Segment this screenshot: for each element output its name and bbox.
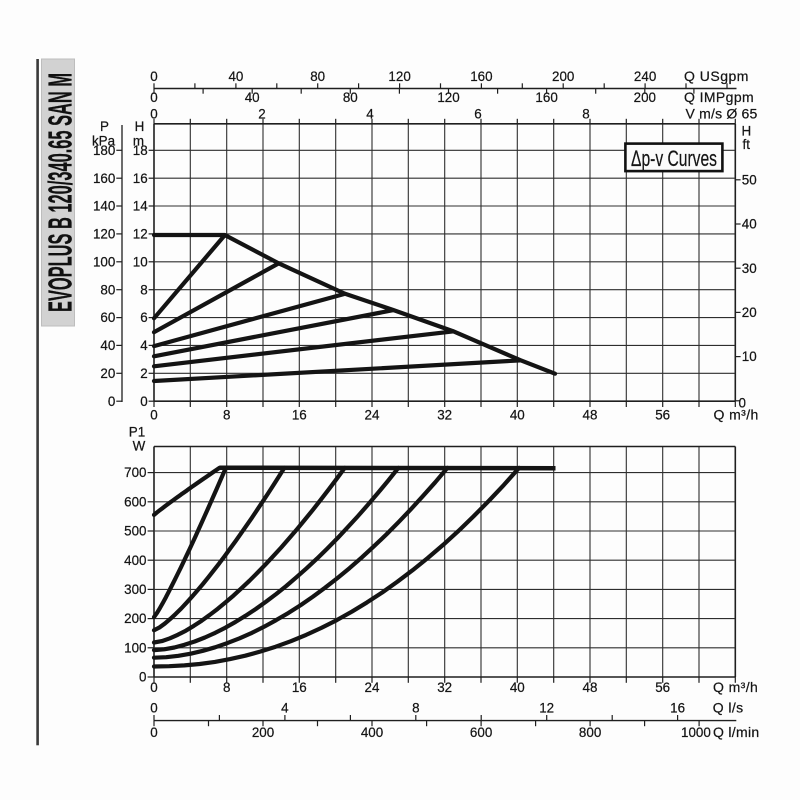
svg-text:0: 0 — [739, 396, 746, 411]
svg-text:8: 8 — [223, 408, 230, 423]
svg-text:16: 16 — [292, 408, 307, 423]
svg-text:700: 700 — [124, 465, 146, 480]
svg-text:200: 200 — [552, 69, 574, 84]
svg-text:400: 400 — [361, 725, 383, 740]
svg-text:0: 0 — [108, 394, 115, 409]
svg-text:80: 80 — [100, 282, 115, 297]
svg-text:180: 180 — [93, 143, 115, 158]
svg-text:0: 0 — [150, 680, 157, 695]
svg-text:160: 160 — [93, 171, 115, 186]
svg-text:P: P — [100, 119, 109, 134]
svg-text:0: 0 — [150, 408, 157, 423]
svg-text:0: 0 — [150, 90, 157, 105]
svg-text:P1: P1 — [129, 425, 145, 440]
svg-text:4: 4 — [281, 701, 289, 716]
svg-text:200: 200 — [634, 90, 656, 105]
svg-text:140: 140 — [93, 199, 115, 214]
svg-text:16: 16 — [133, 171, 148, 186]
svg-text:Q l/min: Q l/min — [713, 724, 759, 740]
svg-text:120: 120 — [388, 69, 410, 84]
svg-text:100: 100 — [124, 640, 146, 655]
svg-text:0: 0 — [150, 701, 157, 716]
svg-text:12: 12 — [539, 701, 554, 716]
svg-text:0: 0 — [139, 670, 146, 685]
svg-text:50: 50 — [742, 172, 757, 187]
svg-text:48: 48 — [583, 408, 598, 423]
svg-text:20: 20 — [100, 366, 115, 381]
svg-text:24: 24 — [365, 680, 380, 695]
svg-text:240: 240 — [634, 69, 656, 84]
svg-text:100: 100 — [93, 254, 115, 269]
svg-text:Q l/s: Q l/s — [713, 700, 744, 716]
svg-text:200: 200 — [252, 725, 274, 740]
svg-text:16: 16 — [670, 701, 685, 716]
svg-text:16: 16 — [292, 680, 307, 695]
svg-text:160: 160 — [535, 90, 557, 105]
svg-text:500: 500 — [124, 524, 146, 539]
svg-text:120: 120 — [437, 90, 459, 105]
svg-text:H: H — [135, 119, 145, 134]
svg-text:4: 4 — [140, 338, 148, 353]
svg-text:160: 160 — [470, 69, 492, 84]
svg-text:120: 120 — [93, 227, 115, 242]
svg-text:Q m³/h: Q m³/h — [713, 679, 758, 695]
svg-text:600: 600 — [124, 494, 146, 509]
svg-text:40: 40 — [510, 408, 525, 423]
svg-text:40: 40 — [510, 680, 525, 695]
svg-text:Q USgpm: Q USgpm — [684, 68, 749, 84]
svg-text:8: 8 — [223, 680, 230, 695]
svg-text:32: 32 — [437, 680, 452, 695]
svg-text:80: 80 — [310, 69, 325, 84]
svg-text:W: W — [133, 439, 146, 454]
svg-text:80: 80 — [343, 90, 358, 105]
svg-text:4: 4 — [366, 107, 374, 122]
svg-text:18: 18 — [133, 143, 148, 158]
svg-text:56: 56 — [655, 408, 670, 423]
svg-text:200: 200 — [124, 611, 146, 626]
svg-text:1000: 1000 — [681, 725, 711, 740]
svg-text:40: 40 — [228, 69, 243, 84]
svg-text:6: 6 — [140, 310, 147, 325]
svg-text:ft: ft — [743, 137, 751, 152]
svg-text:8: 8 — [140, 282, 147, 297]
svg-text:300: 300 — [124, 582, 146, 597]
svg-text:Q m³/h: Q m³/h — [714, 407, 759, 423]
svg-text:8: 8 — [412, 701, 419, 716]
svg-text:2: 2 — [258, 107, 265, 122]
svg-text:Q IMPgpm: Q IMPgpm — [684, 89, 754, 105]
svg-text:800: 800 — [579, 725, 601, 740]
svg-text:24: 24 — [365, 408, 380, 423]
svg-text:V m/s Ø 65: V m/s Ø 65 — [686, 106, 758, 122]
svg-text:0: 0 — [150, 107, 157, 122]
svg-text:30: 30 — [742, 261, 757, 276]
svg-text:12: 12 — [133, 227, 148, 242]
svg-text:EVOPLUS B 120/340.65 SAN M: EVOPLUS B 120/340.65 SAN M — [42, 73, 79, 312]
svg-text:m: m — [133, 133, 144, 148]
svg-text:2: 2 — [140, 366, 147, 381]
svg-text:40: 40 — [742, 217, 757, 232]
svg-text:20: 20 — [742, 305, 757, 320]
svg-text:0: 0 — [150, 725, 157, 740]
svg-text:14: 14 — [133, 199, 148, 214]
svg-text:0: 0 — [140, 394, 147, 409]
svg-text:40: 40 — [100, 338, 115, 353]
svg-text:10: 10 — [133, 254, 148, 269]
svg-text:Δp-v Curves: Δp-v Curves — [631, 146, 717, 171]
svg-text:32: 32 — [437, 408, 452, 423]
svg-text:10: 10 — [742, 349, 757, 364]
svg-text:400: 400 — [124, 553, 146, 568]
svg-text:6: 6 — [474, 107, 481, 122]
svg-text:56: 56 — [655, 680, 670, 695]
svg-text:40: 40 — [245, 90, 260, 105]
svg-text:H: H — [742, 124, 752, 139]
svg-text:60: 60 — [100, 310, 115, 325]
svg-text:8: 8 — [582, 107, 589, 122]
svg-text:kPa: kPa — [92, 133, 116, 148]
svg-text:48: 48 — [583, 680, 598, 695]
svg-text:0: 0 — [150, 69, 157, 84]
svg-text:600: 600 — [470, 725, 492, 740]
